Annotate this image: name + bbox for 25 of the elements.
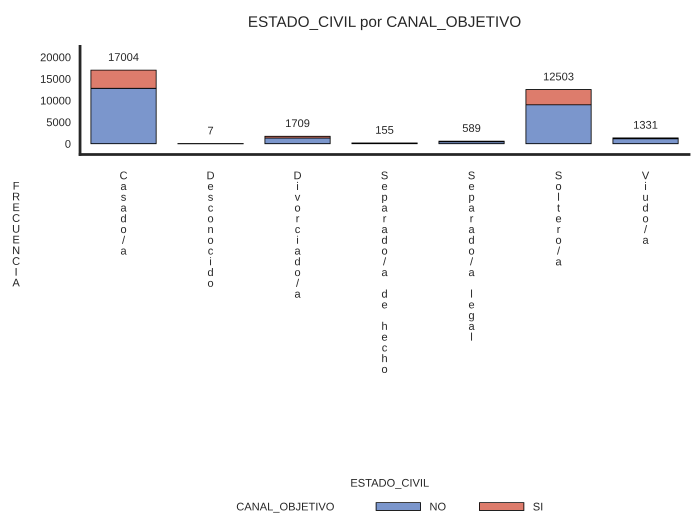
category-label: Divorciado/a bbox=[294, 172, 302, 298]
legend-label: NO bbox=[430, 502, 446, 511]
y-tick-label: 15000 bbox=[40, 75, 71, 83]
x-tick-label: Casado/a bbox=[120, 171, 128, 255]
x-tick-label: Viudo/a bbox=[642, 172, 650, 244]
chart-title: ESTADO_CIVIL por CANAL_OBJETIVO bbox=[249, 16, 521, 30]
y-tick-label: 10000 bbox=[40, 96, 71, 105]
legend-label: SI bbox=[533, 502, 542, 511]
total-label: 1709 bbox=[286, 119, 310, 128]
text: FRECUENCIA bbox=[12, 182, 20, 286]
category-label: Separado/a legal bbox=[468, 171, 475, 341]
total-label: 589 bbox=[462, 124, 480, 132]
legend-title: CANAL_OBJETIVO bbox=[236, 502, 334, 513]
total-label: 7 bbox=[208, 126, 214, 134]
total-label: 1331 bbox=[634, 120, 658, 129]
y-tick-label: 20000 bbox=[40, 53, 71, 62]
y-tick-label: 0 bbox=[65, 140, 71, 148]
y-tick-label: 5000 bbox=[46, 118, 71, 126]
category-label: Separado/a de hecho bbox=[381, 171, 388, 374]
text: ESTADO_CIVIL bbox=[351, 478, 429, 489]
category-label: Soltero/a bbox=[555, 171, 562, 266]
total-label: 12503 bbox=[544, 72, 574, 80]
total-label: 17004 bbox=[108, 53, 139, 61]
total-label: 155 bbox=[376, 126, 394, 134]
category-label: Desconocido bbox=[207, 172, 214, 287]
